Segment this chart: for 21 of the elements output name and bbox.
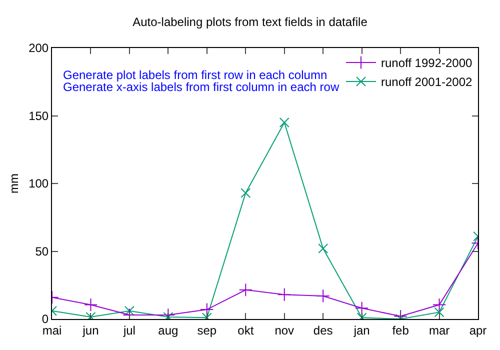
x-tick-label: jul	[122, 323, 136, 338]
annotation: Generate plot labels from first row in each column	[63, 68, 328, 82]
x-tick-label: feb	[392, 323, 410, 338]
x-tick-label: jan	[352, 323, 370, 338]
y-tick-label: 50	[35, 244, 49, 258]
legend-label: runoff 2001-2002	[381, 75, 473, 90]
y-tick-label: 150	[28, 108, 49, 123]
annotation: Generate x-axis labels from first column in each row	[63, 80, 340, 94]
x-tick-label: apr	[469, 323, 487, 338]
chart-title: Auto-labeling plots from text fields in datafile	[132, 14, 368, 29]
y-tick-label: 100	[28, 176, 49, 191]
x-tick-label: okt	[238, 323, 254, 338]
x-tick-label: mar	[428, 323, 450, 338]
x-tick-label: sep	[197, 323, 217, 338]
x-tick-label: des	[313, 323, 333, 338]
x-tick-label: nov	[274, 323, 294, 338]
x-tick-label: jun	[82, 323, 99, 338]
y-tick-label: 200	[28, 41, 49, 56]
x-tick-label: aug	[158, 323, 178, 338]
legend-label: runoff 1992-2000	[381, 56, 473, 70]
y-axis-title: mm	[7, 174, 21, 194]
